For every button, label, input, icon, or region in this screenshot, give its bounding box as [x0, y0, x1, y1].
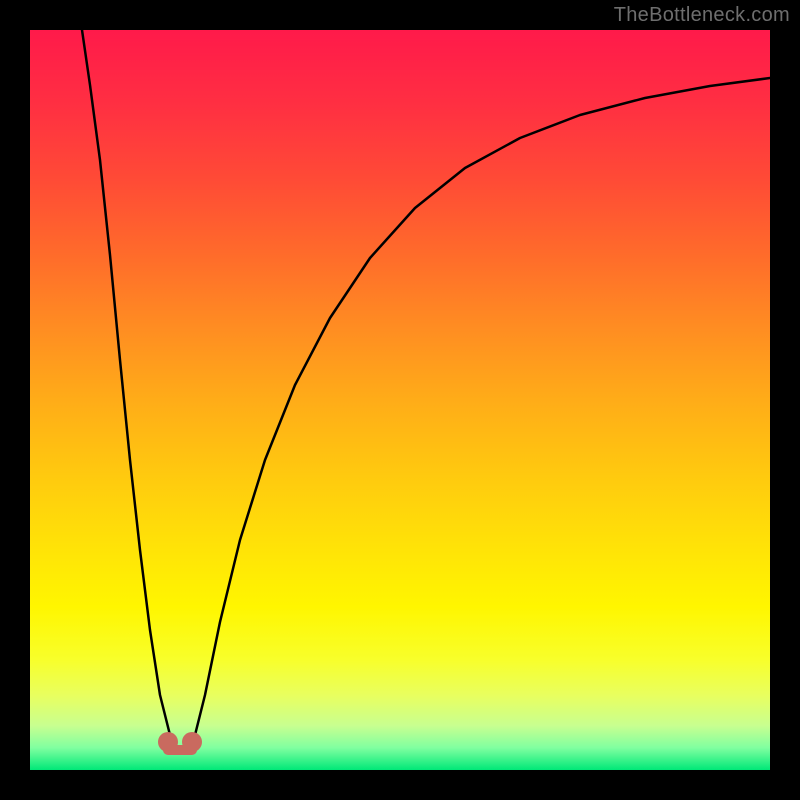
chart-container: TheBottleneck.com	[0, 0, 800, 800]
minimum-marker	[182, 732, 202, 752]
minimum-marker	[158, 732, 178, 752]
chart-svg	[0, 0, 800, 800]
watermark-label: TheBottleneck.com	[614, 4, 790, 27]
plot-background	[30, 30, 770, 770]
